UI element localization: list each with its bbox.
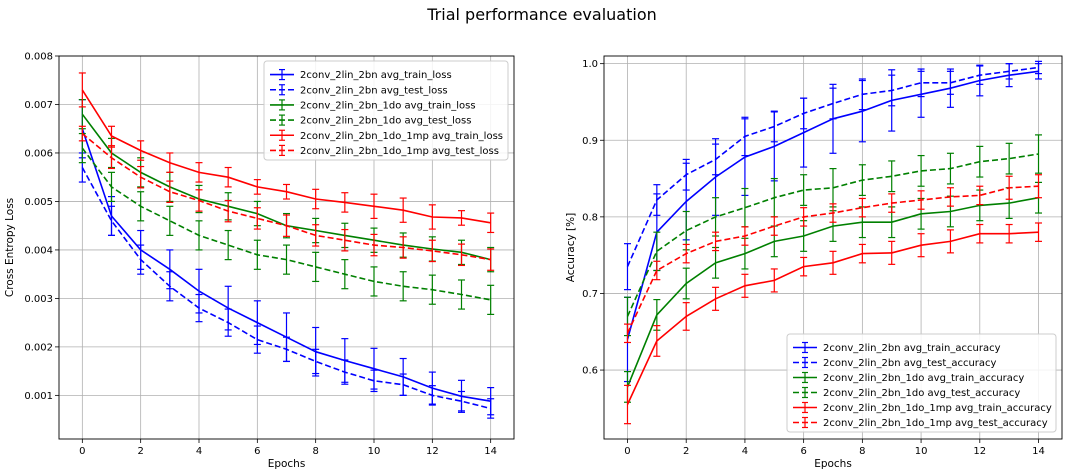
- loss-series-3: [78, 132, 495, 316]
- accuracy-legend-label: 2conv_2lin_2bn_1do avg_test_accuracy: [823, 388, 1020, 399]
- accuracy-series-4: [623, 222, 1043, 425]
- accuracy-legend-label: 2conv_2lin_2bn avg_train_accuracy: [823, 343, 1001, 354]
- loss-yaxis-label: Cross Entropy Loss: [4, 198, 16, 297]
- accuracy-xtick-label: 12: [973, 446, 986, 457]
- accuracy-yaxis-label: Accuracy [%]: [565, 213, 577, 282]
- loss-series-4: [78, 72, 495, 234]
- accuracy-legend-label: 2conv_2lin_2bn_1do avg_train_accuracy: [823, 373, 1024, 384]
- accuracy-xtick-label: 4: [742, 446, 748, 457]
- loss-legend: 2conv_2lin_2bn avg_train_loss 2conv_2lin_…: [263, 60, 509, 161]
- loss-xtick-label: 10: [368, 446, 381, 457]
- accuracy-xaxis-label: Epochs: [814, 458, 852, 470]
- accuracy-ytick-label: 0.7: [582, 289, 598, 300]
- loss-legend-label: 2conv_2lin_2bn avg_test_loss: [300, 85, 448, 96]
- loss-series-1: [78, 152, 495, 419]
- loss-xaxis-label: Epochs: [268, 458, 306, 470]
- loss-legend-label: 2conv_2lin_2bn avg_train_loss: [300, 70, 452, 81]
- accuracy-legend-label: 2conv_2lin_2bn avg_test_accuracy: [823, 358, 997, 369]
- loss-chart: 0 2 4 6 8 10 12 14 0.001 0.002 0.003 0.004 0.005 0.00…: [4, 52, 515, 470]
- figure-title: Trial performance evaluation: [426, 5, 657, 24]
- loss-ytick-label: 0.008: [24, 52, 53, 63]
- loss-ytick-label: 0.003: [24, 294, 53, 305]
- accuracy-series-1: [623, 60, 1043, 291]
- accuracy-chart: 0 2 4 6 8 10 12 14 0.6 0.7 0.8 0.9 1.0 Epochs Accuracy…: [565, 55, 1063, 470]
- loss-ytick-label: 0.001: [24, 391, 53, 402]
- loss-ytick-label: 0.005: [24, 197, 53, 208]
- accuracy-legend-box: [786, 333, 1057, 433]
- accuracy-ytick-label: 0.9: [582, 136, 598, 147]
- loss-series-line: [81, 89, 491, 224]
- loss-series-line: [81, 167, 491, 410]
- loss-ytick-label: 0.007: [24, 100, 53, 111]
- accuracy-series-5: [623, 174, 1043, 344]
- accuracy-series-line: [626, 153, 1039, 317]
- loss-series-5: [78, 125, 495, 271]
- loss-ytick-label: 0.002: [24, 342, 53, 353]
- accuracy-xtick-label: 6: [800, 446, 806, 457]
- loss-ytick-label: 0.006: [24, 148, 53, 159]
- loss-xtick-label: 14: [484, 446, 497, 457]
- accuracy-legend-label: 2conv_2lin_2bn_1do_1mp avg_test_accuracy: [823, 418, 1048, 429]
- loss-xtick-label: 6: [254, 446, 260, 457]
- loss-ytick-label: 0.004: [24, 245, 53, 256]
- accuracy-xtick-label: 0: [624, 446, 630, 457]
- accuracy-ytick-label: 0.8: [582, 212, 598, 223]
- loss-legend-label: 2conv_2lin_2bn_1do_1mp avg_train_loss: [300, 131, 503, 142]
- accuracy-axes-frame: [603, 55, 1063, 440]
- accuracy-legend: 2conv_2lin_2bn avg_train_accuracy 2conv_2…: [786, 333, 1057, 433]
- loss-legend-box: [263, 60, 509, 161]
- loss-xtick-label: 2: [137, 446, 143, 457]
- loss-xtick-label: 0: [79, 446, 85, 457]
- accuracy-xtick-label: 2: [683, 446, 689, 457]
- loss-xtick-label: 12: [426, 446, 439, 457]
- loss-xtick-label: 8: [312, 446, 318, 457]
- loss-xtick-label: 4: [196, 446, 202, 457]
- accuracy-xtick-label: 10: [915, 446, 928, 457]
- accuracy-series-line: [626, 196, 1039, 388]
- accuracy-legend-label: 2conv_2lin_2bn_1do_1mp avg_train_accurac…: [823, 403, 1052, 414]
- accuracy-series-line: [626, 185, 1039, 334]
- loss-series-line: [81, 132, 491, 261]
- accuracy-ytick-label: 1.0: [582, 59, 598, 70]
- loss-axes-frame: [58, 55, 515, 440]
- accuracy-series-line: [626, 231, 1039, 405]
- loss-legend-label: 2conv_2lin_2bn_1do_1mp avg_test_loss: [300, 146, 499, 157]
- accuracy-series-line: [626, 66, 1039, 267]
- loss-legend-label: 2conv_2lin_2bn_1do avg_test_loss: [300, 116, 471, 127]
- accuracy-xtick-label: 8: [859, 446, 865, 457]
- accuracy-ytick-label: 0.6: [582, 366, 598, 377]
- accuracy-xtick-label: 14: [1032, 446, 1045, 457]
- accuracy-series-3: [623, 134, 1043, 337]
- loss-series-line: [81, 147, 491, 301]
- loss-legend-label: 2conv_2lin_2bn_1do avg_train_loss: [300, 100, 476, 111]
